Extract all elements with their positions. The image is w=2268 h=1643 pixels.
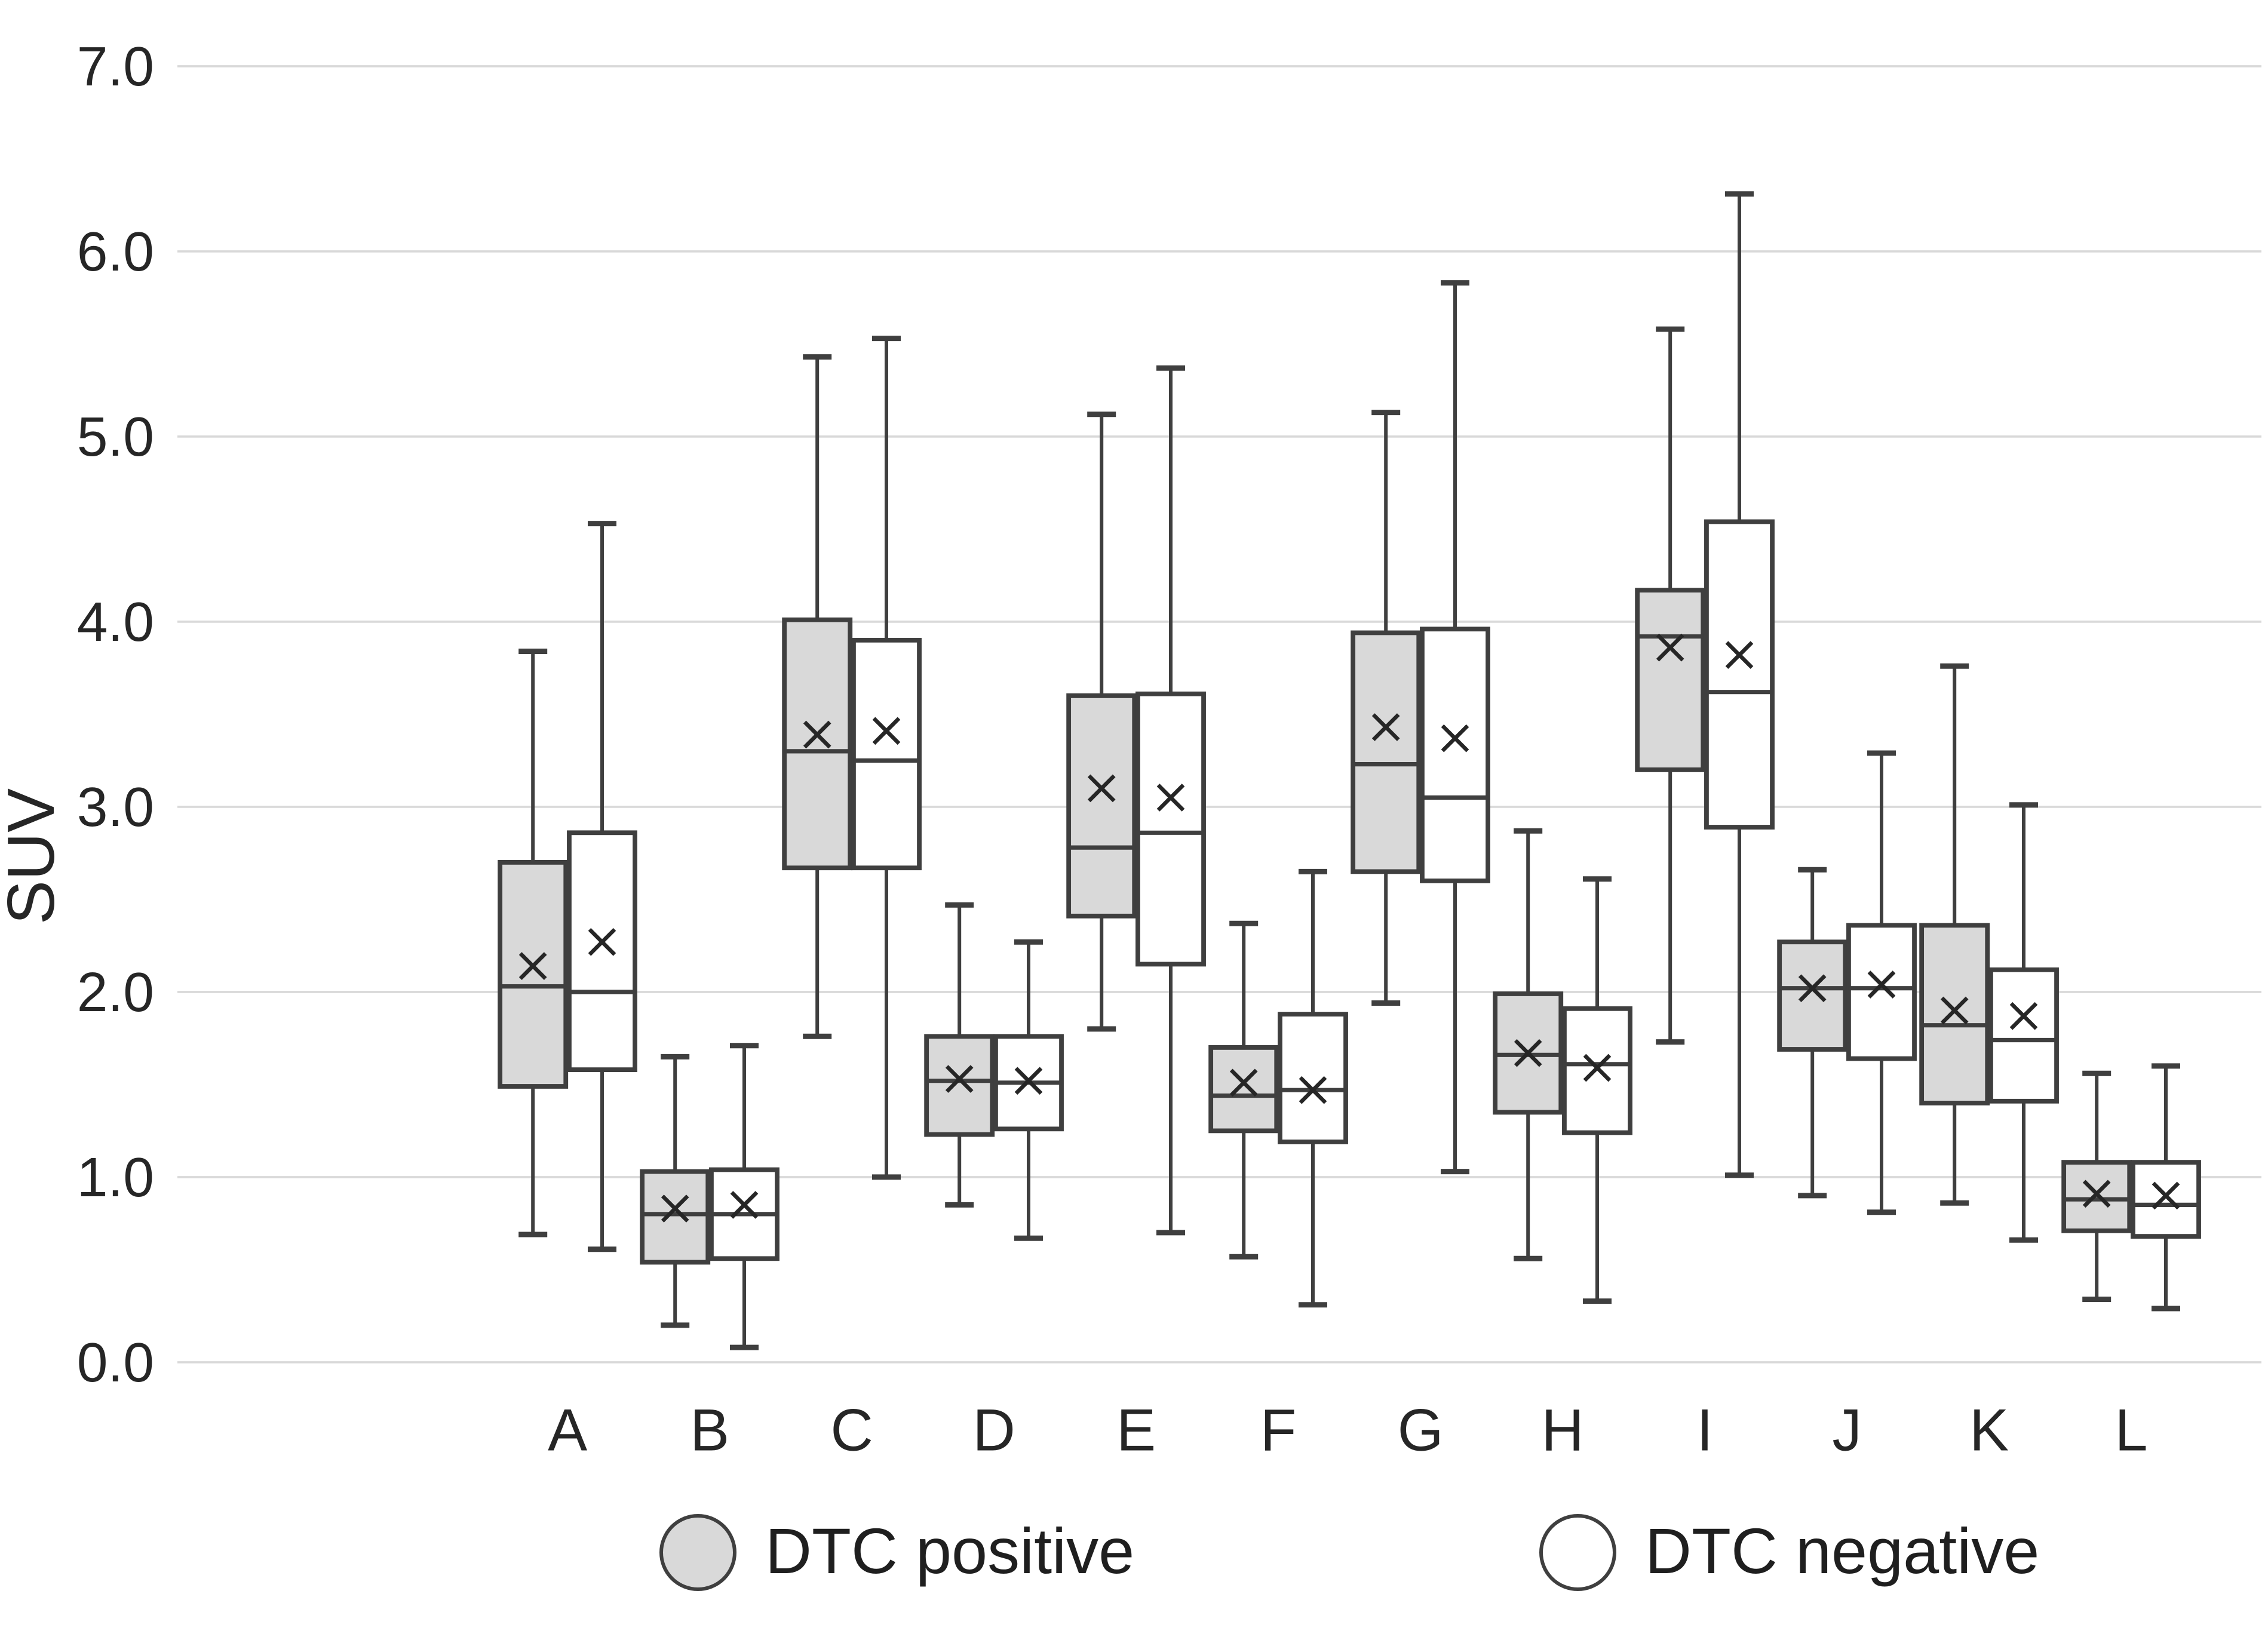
mean-x-marker: [1299, 1076, 1327, 1104]
y-tick-label: 4.0: [77, 591, 154, 653]
boxplot-chart: 0.0 1.0 2.0 3.0 4.0 5.0 6.0 7.0 SUV A B C D E F G H I J K L: [0, 35, 2261, 1463]
iqr-box: [1635, 588, 1706, 772]
iqr-box: [1420, 627, 1490, 883]
box-E-dtc-negative: [1135, 365, 1206, 1236]
mean-x-marker: [518, 952, 547, 980]
y-tick-label: 5.0: [77, 406, 154, 468]
mean-x-marker: [588, 928, 616, 956]
iqr-box: [851, 638, 922, 871]
y-tick-label: 2.0: [77, 961, 154, 1023]
mean-x-marker: [730, 1191, 759, 1219]
box-F-dtc-positive: [1208, 920, 1279, 1260]
iqr-box: [640, 1169, 711, 1265]
mean-x-marker: [945, 1065, 974, 1093]
box-E-dtc-positive: [1066, 411, 1137, 1032]
box-D-dtc-negative: [993, 939, 1064, 1241]
box-L-dtc-positive: [2061, 1070, 2132, 1303]
box-G-dtc-positive: [1351, 410, 1422, 1006]
iqr-box: [1278, 1012, 1348, 1144]
iqr-box: [1777, 939, 1848, 1052]
y-tick-label: 0.0: [77, 1331, 154, 1393]
mean-x-marker: [1940, 996, 1969, 1025]
mean-x-marker: [1441, 724, 1469, 753]
chart-legend: DTC positive DTC negative: [0, 1509, 2268, 1598]
mean-x-marker: [1371, 713, 1400, 741]
iqr-box: [498, 860, 569, 1089]
mean-x-marker: [2082, 1180, 2111, 1208]
mean-x-marker: [1014, 1067, 1043, 1095]
box-L-dtc-negative: [2131, 1063, 2201, 1312]
iqr-box: [1988, 967, 2059, 1104]
iqr-box: [567, 830, 637, 1073]
box-J-dtc-positive: [1777, 867, 1848, 1199]
x-category-label: K: [1969, 1397, 2009, 1463]
dtc-negative-swatch-icon: [1539, 1513, 1616, 1590]
box-H-dtc-positive: [1493, 828, 1564, 1261]
x-category-label: D: [972, 1397, 1015, 1463]
box-B-dtc-positive: [640, 1054, 711, 1328]
mean-x-marker: [1087, 774, 1116, 803]
y-tick-label: 1.0: [77, 1146, 154, 1208]
iqr-box: [1135, 691, 1206, 967]
mean-x-marker: [661, 1194, 689, 1223]
box-I-dtc-positive: [1635, 326, 1706, 1045]
mean-x-marker: [872, 717, 901, 745]
iqr-box: [1351, 630, 1422, 874]
box-K-dtc-negative: [1988, 802, 2059, 1243]
x-category-label: E: [1116, 1397, 1156, 1463]
y-tick-label: 7.0: [77, 35, 154, 97]
box-A-dtc-positive: [498, 649, 569, 1237]
box-I-dtc-negative: [1704, 191, 1775, 1178]
legend-label-dtc-positive: DTC positive: [765, 1514, 1135, 1587]
legend-label-dtc-negative: DTC negative: [1645, 1514, 2040, 1587]
iqr-box: [1919, 923, 1990, 1105]
mean-x-marker: [1229, 1068, 1258, 1097]
x-category-label: H: [1541, 1397, 1583, 1463]
mean-x-marker: [1798, 974, 1827, 1003]
iqr-box: [1704, 519, 1775, 830]
x-category-label: F: [1260, 1397, 1296, 1463]
legend-item-dtc-negative: DTC negative: [1539, 1509, 2039, 1595]
box-D-dtc-positive: [924, 902, 995, 1208]
mean-x-marker: [803, 720, 831, 749]
mean-x-marker: [1583, 1054, 1612, 1082]
x-category-label: G: [1398, 1397, 1444, 1463]
x-category-label: J: [1832, 1397, 1862, 1463]
y-axis-title: SUV: [0, 788, 68, 925]
box-K-dtc-positive: [1919, 663, 1990, 1206]
legend-item-dtc-positive: DTC positive: [659, 1509, 1134, 1595]
iqr-box: [1066, 693, 1137, 919]
mean-x-marker: [1656, 633, 1684, 662]
iqr-box: [2131, 1160, 2201, 1239]
y-tick-label: 6.0: [77, 220, 154, 282]
box-C-dtc-positive: [782, 354, 853, 1039]
iqr-box: [1846, 923, 1917, 1061]
x-category-label: I: [1696, 1397, 1713, 1463]
mean-x-marker: [1514, 1039, 1542, 1067]
iqr-box: [782, 617, 853, 871]
box-B-dtc-negative: [709, 1043, 779, 1350]
x-category-label: B: [690, 1397, 729, 1463]
box-J-dtc-negative: [1846, 750, 1917, 1215]
box-F-dtc-negative: [1278, 868, 1348, 1308]
iqr-box: [924, 1034, 995, 1137]
mean-x-marker: [1867, 971, 1896, 999]
box-C-dtc-negative: [851, 336, 922, 1180]
mean-x-marker: [2009, 1002, 2038, 1030]
box-A-dtc-negative: [567, 521, 637, 1252]
dtc-positive-swatch-icon: [659, 1513, 736, 1590]
mean-x-marker: [1156, 784, 1185, 812]
y-tick-label: 3.0: [77, 776, 154, 838]
boxplot-svg: 0.0 1.0 2.0 3.0 4.0 5.0 6.0 7.0 SUV A B C D E F G H I J K L: [0, 35, 2261, 1463]
x-category-label: A: [548, 1397, 587, 1463]
mean-x-marker: [1725, 641, 1754, 670]
x-category-label: C: [830, 1397, 873, 1463]
iqr-box: [1208, 1045, 1279, 1134]
box-G-dtc-negative: [1420, 280, 1490, 1175]
box-H-dtc-negative: [1562, 876, 1632, 1304]
x-category-label: L: [2115, 1397, 2148, 1463]
mean-x-marker: [2152, 1181, 2180, 1210]
